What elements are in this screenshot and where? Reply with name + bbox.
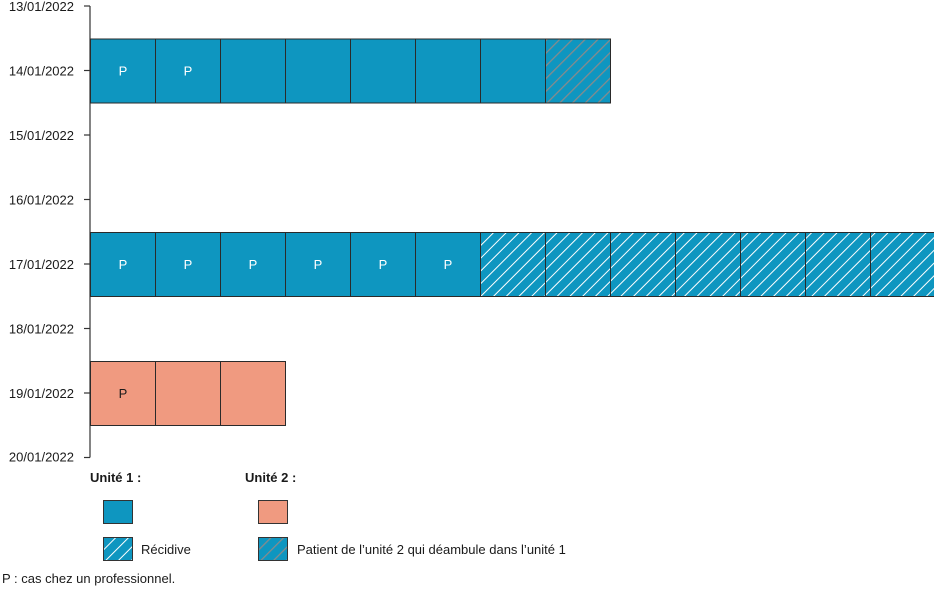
case-cell <box>870 232 934 297</box>
epidemic-timeline-chart: 13/01/2022 14/01/2022 15/01/2022 16/01/2022… <box>9 0 934 465</box>
legend-unite2-swatch <box>258 500 288 524</box>
case-cell-box <box>155 361 221 426</box>
case-cell: P <box>90 232 156 297</box>
case-cell-box <box>610 232 676 297</box>
case-cell <box>415 38 481 104</box>
case-cell: P <box>285 232 351 297</box>
case-cell-box <box>90 361 156 426</box>
case-cell: P <box>415 232 481 297</box>
case-cell-box <box>740 232 806 297</box>
professional-marker: P <box>444 257 453 272</box>
case-cell <box>350 38 416 104</box>
case-cell-box <box>545 232 611 297</box>
case-cell: P <box>90 361 156 426</box>
professional-marker: P <box>119 257 128 272</box>
case-cell-box <box>220 361 286 426</box>
y-tick-label: 14/01/2022 <box>9 64 74 79</box>
case-cell-box <box>545 38 611 104</box>
y-tick-label: 13/01/2022 <box>9 0 74 14</box>
case-cell <box>610 232 676 297</box>
case-cell-box <box>480 38 546 104</box>
footnote: P : cas chez un professionnel. <box>2 571 176 586</box>
case-cell-box <box>870 232 934 297</box>
case-cell-box <box>155 232 221 297</box>
y-tick-label: 17/01/2022 <box>9 257 74 272</box>
legend-wander-swatch <box>258 537 288 561</box>
case-cell-box <box>155 38 221 104</box>
professional-marker: P <box>119 64 128 79</box>
case-cell-box <box>675 232 741 297</box>
case-cell-box <box>415 232 481 297</box>
legend-unite1-title: Unité 1 : <box>90 470 142 485</box>
y-tick-label: 20/01/2022 <box>9 450 74 465</box>
legend-recidive-swatch <box>103 537 133 561</box>
case-cell: P <box>350 232 416 297</box>
professional-marker: P <box>184 257 193 272</box>
professional-marker: P <box>314 257 323 272</box>
case-cell-box <box>350 38 416 104</box>
case-cell-box <box>415 38 481 104</box>
y-tick-label: 16/01/2022 <box>9 193 74 208</box>
case-cell <box>740 232 806 297</box>
case-cell <box>285 38 351 104</box>
case-cell-box <box>480 232 546 297</box>
case-cell <box>805 232 871 297</box>
legend-wander-label: Patient de l’unité 2 qui déambule dans l… <box>297 542 566 557</box>
case-cell-box <box>220 232 286 297</box>
case-cell <box>480 232 546 297</box>
case-cell-box <box>90 232 156 297</box>
case-cell-box <box>350 232 416 297</box>
professional-marker: P <box>249 257 258 272</box>
legend-unite2-title: Unité 2 : <box>245 470 297 485</box>
case-cell: P <box>90 38 156 104</box>
case-cell-box <box>285 232 351 297</box>
case-cell <box>545 232 611 297</box>
case-cell-box <box>285 38 351 104</box>
professional-marker: P <box>119 386 128 401</box>
case-cell <box>155 361 221 426</box>
case-cell: P <box>155 38 221 104</box>
case-cell-box <box>805 232 871 297</box>
case-cell <box>545 38 611 104</box>
case-cell <box>675 232 741 297</box>
legend-unite1-swatch <box>103 500 133 524</box>
y-tick-label: 15/01/2022 <box>9 128 74 143</box>
professional-marker: P <box>184 64 193 79</box>
case-cell <box>220 361 286 426</box>
y-tick-label: 19/01/2022 <box>9 386 74 401</box>
case-cell: P <box>155 232 221 297</box>
y-tick-label: 18/01/2022 <box>9 322 74 337</box>
case-cell <box>480 38 546 104</box>
case-cell: P <box>220 232 286 297</box>
case-cell <box>220 38 286 104</box>
professional-marker: P <box>379 257 388 272</box>
legend-recidive-label: Récidive <box>141 542 191 557</box>
case-cell-box <box>220 38 286 104</box>
